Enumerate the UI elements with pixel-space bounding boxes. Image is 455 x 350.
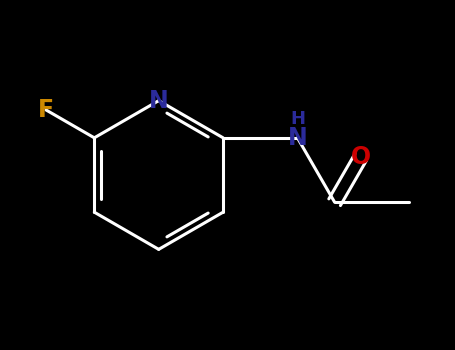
Text: N: N [288, 126, 307, 150]
Text: N: N [149, 89, 168, 113]
Text: F: F [38, 98, 54, 122]
Text: O: O [351, 145, 371, 169]
Text: H: H [290, 110, 305, 128]
